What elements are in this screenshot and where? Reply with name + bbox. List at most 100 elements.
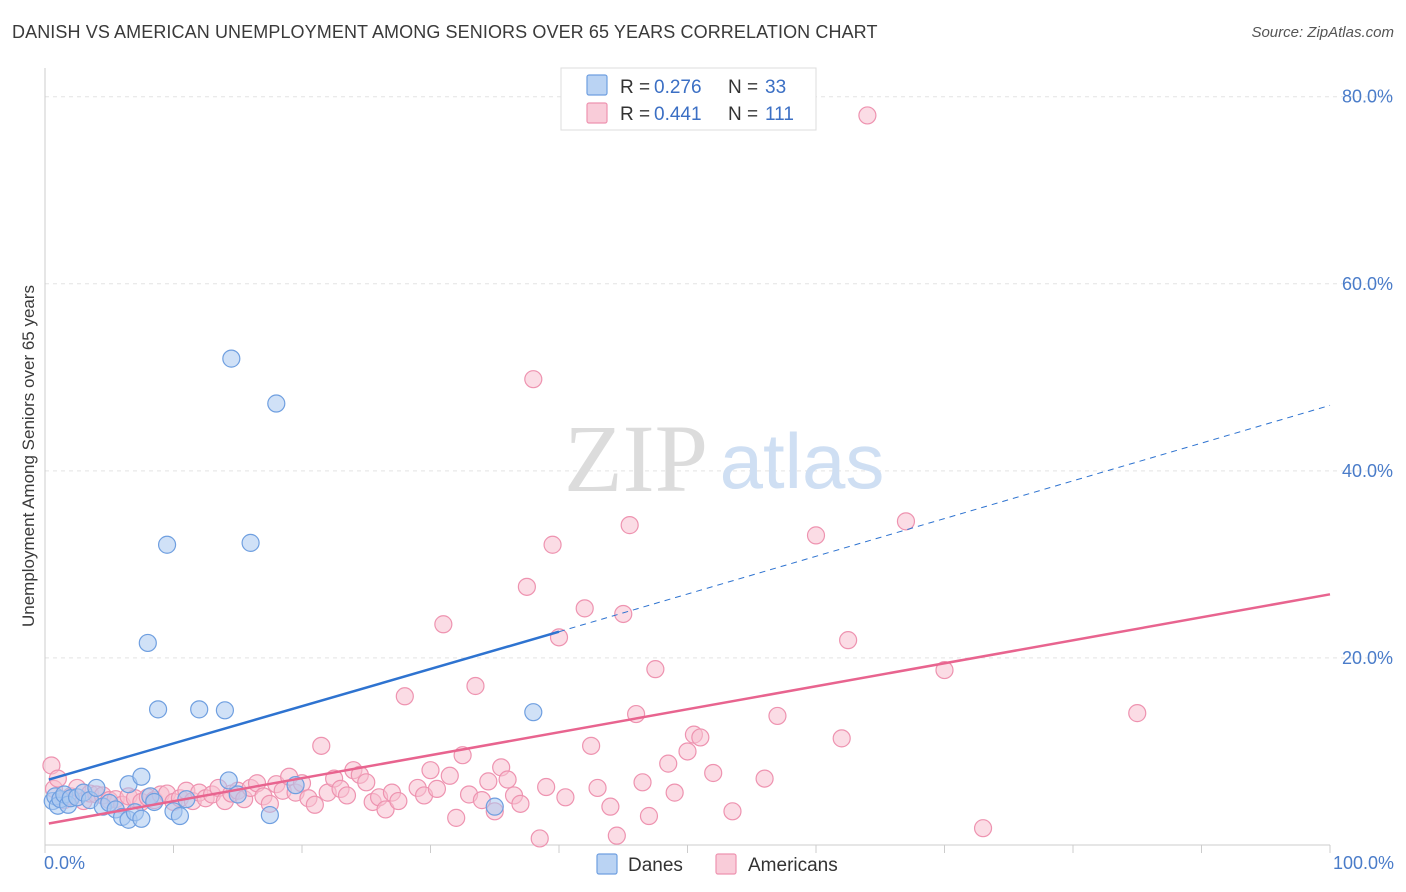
americans-point	[768, 706, 787, 726]
watermark: ZIP atlas	[564, 405, 884, 512]
americans-point	[896, 512, 916, 531]
americans-point	[511, 794, 530, 813]
danes-point	[190, 700, 209, 719]
danes-point	[260, 805, 279, 825]
danes-point	[132, 809, 151, 828]
x-tick-label-0: 0.0%	[44, 853, 85, 873]
series-americans-points	[42, 106, 1147, 848]
series-danes-points	[43, 349, 543, 829]
americans-point	[440, 766, 459, 785]
chart-title: DANISH VS AMERICAN UNEMPLOYMENT AMONG SE…	[12, 22, 878, 42]
danes-point	[132, 767, 151, 786]
americans-point	[601, 797, 620, 816]
legend-r-label-americans: R =	[620, 104, 650, 125]
americans-point	[704, 763, 723, 783]
americans-point	[633, 773, 652, 792]
americans-point	[447, 808, 466, 827]
danes-point	[138, 633, 157, 653]
americans-point	[678, 742, 697, 761]
danes-point	[222, 349, 241, 368]
americans-point	[1128, 704, 1147, 723]
americans-point	[498, 770, 517, 789]
danes-point	[87, 778, 106, 798]
americans-point	[434, 615, 453, 634]
bottom-legend-swatch-americans	[715, 853, 737, 875]
americans-point	[723, 802, 742, 821]
americans-trend-line	[48, 593, 1331, 825]
americans-point	[421, 761, 440, 780]
americans-point	[755, 769, 774, 788]
americans-point	[530, 829, 549, 848]
americans-point	[337, 786, 357, 805]
legend-swatch-americans	[586, 102, 608, 124]
americans-point	[607, 826, 626, 845]
americans-point	[305, 795, 324, 814]
source-note: Source: ZipAtlas.com	[1251, 24, 1394, 41]
americans-point	[524, 370, 543, 389]
americans-point	[858, 106, 877, 125]
americans-point	[517, 577, 536, 596]
legend: R = 0.276 N = 33 R = 0.441 N = 111	[560, 67, 817, 131]
americans-point	[646, 660, 665, 679]
legend-r-label-danes: R =	[620, 77, 650, 98]
danes-point	[148, 700, 168, 719]
danes-point	[485, 797, 504, 816]
americans-point	[357, 773, 376, 792]
danes-point	[241, 533, 260, 552]
legend-n-value-danes: 33	[765, 77, 786, 98]
y-tick-label-1: 40.0%	[1342, 461, 1393, 481]
americans-point	[537, 777, 556, 797]
danes-trend-line	[48, 630, 560, 781]
americans-point	[466, 676, 485, 696]
legend-r-value-danes: 0.276	[654, 77, 702, 98]
americans-point	[582, 736, 601, 755]
americans-point	[839, 631, 858, 650]
americans-point	[427, 779, 447, 798]
watermark-zip: ZIP	[564, 405, 708, 512]
y-tick-label-0: 20.0%	[1342, 648, 1393, 668]
y-tick-label-2: 60.0%	[1342, 274, 1393, 294]
americans-point	[665, 783, 684, 802]
tick-labels: 20.0% 40.0% 60.0% 80.0% 0.0% 100.0%	[44, 87, 1394, 873]
americans-point	[389, 791, 408, 811]
watermark-atlas: atlas	[720, 417, 885, 505]
americans-point	[395, 687, 414, 706]
y-tick-label-3: 80.0%	[1342, 87, 1393, 107]
americans-point	[312, 736, 331, 755]
americans-point	[575, 599, 594, 618]
americans-point	[588, 778, 607, 798]
americans-point	[614, 604, 633, 624]
americans-point	[376, 800, 395, 819]
americans-point	[691, 728, 710, 747]
danes-point	[215, 701, 234, 720]
legend-n-label-danes: N =	[728, 77, 758, 98]
trend-lines	[48, 404, 1331, 825]
americans-point	[543, 535, 562, 554]
danes-point	[524, 703, 543, 722]
legend-swatch-danes	[586, 74, 608, 96]
bottom-legend-americans: Americans	[748, 855, 838, 876]
bottom-legend-danes: Danes	[628, 855, 683, 876]
legend-n-label-americans: N =	[728, 104, 758, 125]
axes	[44, 68, 1331, 853]
x-tick-label-1: 100.0%	[1333, 853, 1394, 873]
danes-point	[170, 806, 190, 826]
americans-point	[556, 788, 575, 807]
americans-point	[479, 772, 498, 791]
danes-point	[145, 792, 164, 812]
americans-point	[639, 806, 659, 826]
y-axis-label: Unemployment Among Seniors over 65 years	[19, 285, 38, 627]
americans-point	[806, 526, 826, 545]
danes-point	[219, 771, 238, 790]
danes-point	[267, 394, 286, 413]
americans-point	[620, 516, 639, 535]
americans-point	[832, 729, 851, 748]
bottom-legend-swatch-danes	[596, 853, 618, 875]
gridlines	[45, 96, 1392, 659]
legend-r-value-americans: 0.441	[654, 104, 702, 125]
danes-point	[157, 535, 177, 554]
americans-point	[973, 819, 993, 838]
bottom-legend: Danes Americans	[596, 853, 838, 876]
legend-n-value-americans: 111	[765, 104, 794, 125]
